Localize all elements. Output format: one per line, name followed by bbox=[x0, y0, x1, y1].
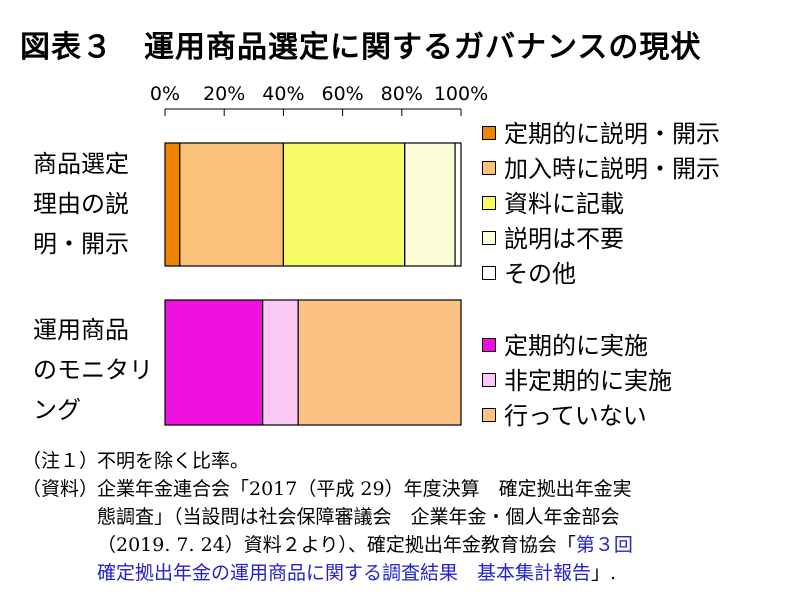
footnotes: （注１） 不明を除く比率。 （資料） 企業年金連合会「2017（平成 29）年度… bbox=[22, 447, 633, 587]
x-tick-label: 80% bbox=[380, 83, 423, 105]
legend-label: 行っていない bbox=[504, 402, 647, 430]
source-text: 企業年金連合会「2017（平成 29）年度決算 確定拠出年金実 態調査」（当設問… bbox=[97, 475, 633, 587]
bar-segment bbox=[454, 142, 462, 267]
legend-swatch bbox=[482, 373, 496, 387]
x-tick-label: 0% bbox=[149, 83, 181, 105]
note-row: （注１） 不明を除く比率。 bbox=[22, 447, 633, 475]
category-label-line: 運用商品 bbox=[33, 316, 129, 344]
x-tick-label: 40% bbox=[262, 83, 305, 105]
source-text-segment: 」. bbox=[591, 562, 617, 584]
source-row: （資料） 企業年金連合会「2017（平成 29）年度決算 確定拠出年金実 態調査… bbox=[22, 475, 633, 587]
x-tick-label: 100% bbox=[433, 83, 489, 105]
legend-swatch bbox=[482, 338, 496, 352]
report-link[interactable]: 確定拠出年金の運用商品に関する調査結果 基本集計報告 bbox=[97, 562, 592, 584]
bar-segment bbox=[179, 142, 285, 267]
report-link[interactable]: 第３回 bbox=[575, 534, 633, 556]
legend-label: 定期的に実施 bbox=[504, 332, 648, 360]
category-label-monitoring: 運用商品 のモニタリ ング bbox=[33, 310, 158, 430]
note-label: （注１） bbox=[22, 450, 99, 472]
category-label-line: 商品選定 bbox=[33, 150, 129, 178]
category-label-line: ング bbox=[33, 396, 81, 424]
legend-swatch bbox=[482, 126, 496, 140]
source-text-segment: （2019. 7. 24）資料２より）、確定拠出年金教育協会「 bbox=[97, 534, 576, 556]
legend-swatch bbox=[482, 266, 496, 280]
legend-label: 定期的に説明・開示 bbox=[504, 120, 720, 148]
bar-segment bbox=[404, 142, 456, 267]
source-line: 態調査」（当設問は社会保障審議会 企業年金・個人年金部会 bbox=[97, 506, 620, 528]
source-line: 企業年金連合会「2017（平成 29）年度決算 確定拠出年金実 bbox=[97, 478, 632, 500]
category-label-line: 明・開示 bbox=[33, 230, 129, 258]
bar-segment bbox=[282, 142, 406, 267]
legend-swatch bbox=[482, 231, 496, 245]
category-label-explanation: 商品選定 理由の説 明・開示 bbox=[33, 144, 158, 264]
category-label-line: 理由の説 bbox=[33, 190, 129, 218]
bar-segment bbox=[297, 299, 462, 426]
legend-swatch bbox=[482, 196, 496, 210]
x-tick-label: 20% bbox=[203, 83, 246, 105]
legend-label: 加入時に説明・開示 bbox=[504, 155, 720, 183]
legend-label: 非定期的に実施 bbox=[504, 367, 672, 395]
source-line: 確定拠出年金の運用商品に関する調査結果 基本集計報告」. bbox=[97, 559, 633, 587]
source-line: （2019. 7. 24）資料２より）、確定拠出年金教育協会「第３回 bbox=[97, 531, 633, 559]
legend-label: 説明は不要 bbox=[504, 225, 624, 253]
source-label: （資料） bbox=[22, 478, 99, 500]
x-tick-label: 60% bbox=[321, 83, 364, 105]
legend-label: その他 bbox=[504, 260, 576, 288]
chart-title: 図表３ 運用商品選定に関するガバナンスの現状 bbox=[20, 30, 702, 65]
category-label-line: のモニタリ bbox=[33, 356, 153, 384]
bar-segment bbox=[164, 142, 181, 267]
legend-label: 資料に記載 bbox=[504, 190, 624, 218]
bar-segment bbox=[164, 299, 264, 426]
legend-swatch bbox=[482, 408, 496, 422]
legend-swatch bbox=[482, 161, 496, 175]
note-text: 不明を除く比率。 bbox=[97, 450, 250, 472]
bar-segment bbox=[262, 299, 299, 426]
